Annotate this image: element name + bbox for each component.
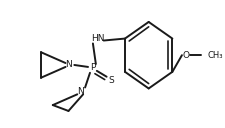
- Text: S: S: [109, 76, 114, 85]
- Text: HN: HN: [91, 34, 105, 43]
- Text: N: N: [65, 60, 72, 70]
- Text: N: N: [77, 87, 83, 96]
- Text: CH₃: CH₃: [207, 51, 223, 60]
- Text: O: O: [182, 51, 189, 60]
- Text: P: P: [90, 63, 96, 72]
